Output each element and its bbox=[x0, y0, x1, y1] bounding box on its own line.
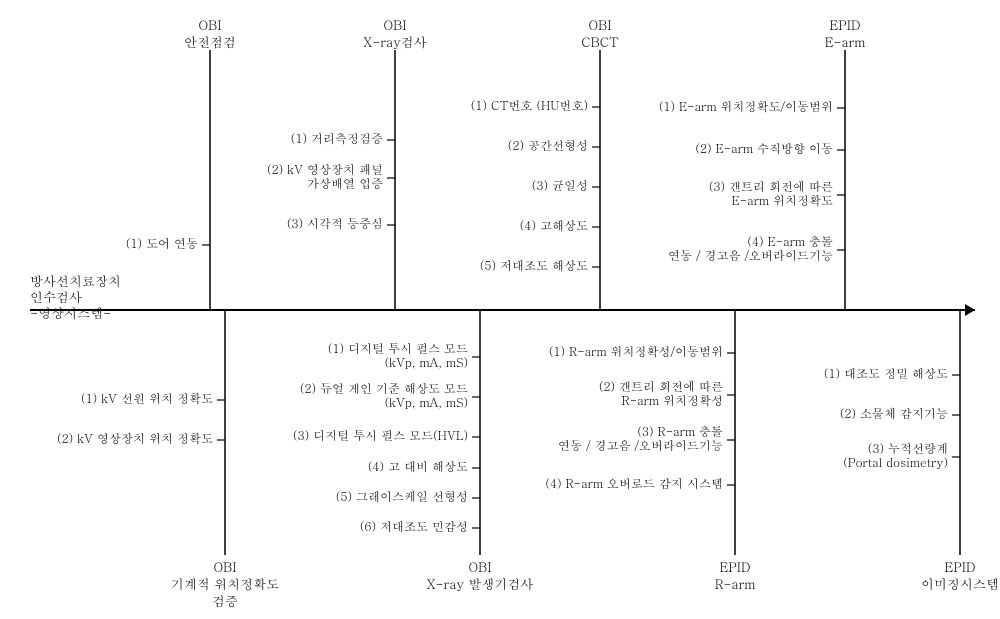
branch-title-obi-xray: X-ray검사 bbox=[363, 32, 426, 51]
branch-item-epid-rarm: R-arm 위치정확성 bbox=[622, 392, 723, 409]
branch-item-epid-earm: E-arm 위치정확도 bbox=[732, 192, 833, 209]
branch-item-obi-xray: (1) 거리측정검증 bbox=[291, 130, 383, 147]
branch-item-epid-earm: (2) E-arm 수직방향 이동 bbox=[695, 140, 833, 157]
fishbone-diagram: 방사선치료장치인수검사-영상시스템-OBI안전점검(1) 도어 연동OBIX-r… bbox=[0, 0, 1000, 619]
branch-item-epid-earm: 연동 / 경고음 /오버라이드기능 bbox=[668, 247, 833, 264]
branch-item-obi-xray-gen: (3) 디지털 투시 펄스 모드(HVL) bbox=[293, 427, 468, 444]
branch-item-obi-safety: (1) 도어 연동 bbox=[126, 235, 198, 252]
branch-item-epid-imaging: (Portal dosimetry) bbox=[843, 454, 948, 471]
branch-item-obi-cbct: (2) 공간선형성 bbox=[508, 137, 588, 154]
branch-item-obi-cbct: (1) CT번호 (HU번호) bbox=[471, 97, 588, 114]
branch-item-obi-xray-gen: (4) 고 대비 해상도 bbox=[368, 458, 468, 475]
branch-item-obi-cbct: (4) 고해상도 bbox=[520, 217, 588, 234]
axis-arrowhead-icon bbox=[965, 304, 975, 316]
branch-item-obi-mechanical: (1) kV 선원 위치 정확도 bbox=[81, 390, 213, 407]
branch-item-obi-xray: 가상배열 입증 bbox=[307, 175, 383, 192]
branch-title-epid-earm: E-arm bbox=[825, 32, 866, 51]
branch-item-epid-imaging: (1) 대조도 정밀 해상도 bbox=[824, 365, 948, 382]
branch-item-obi-xray-gen: (6) 저대조도 민감성 bbox=[360, 518, 468, 535]
branch-item-obi-mechanical: (2) kV 영상장치 위치 정확도 bbox=[57, 430, 213, 447]
branch-item-obi-cbct: (5) 저대조도 해상도 bbox=[480, 257, 588, 274]
branch-title-epid-imaging: 이미징시스템 bbox=[921, 574, 999, 593]
branch-item-obi-xray-gen: (kVp, mA, mS) bbox=[385, 394, 468, 411]
branch-title-obi-cbct: CBCT bbox=[581, 32, 619, 51]
branch-item-obi-xray-gen: (kVp, mA, mS) bbox=[385, 354, 468, 371]
root-label: -영상시스템- bbox=[30, 303, 111, 322]
branch-item-epid-earm: (1) E-arm 위치정확도/이동범위 bbox=[659, 98, 833, 115]
branch-title-obi-safety: 안전점검 bbox=[184, 32, 236, 51]
branch-item-epid-rarm: (1) R-arm 위치정확성/이동범위 bbox=[549, 343, 723, 360]
branch-item-obi-cbct: (3) 균일성 bbox=[532, 177, 588, 194]
branch-item-epid-rarm: (4) R-arm 오버로드 감지 시스템 bbox=[545, 475, 723, 492]
branch-item-epid-imaging: (2) 소물체 감지기능 bbox=[840, 405, 948, 422]
branch-item-obi-xray: (3) 시각적 등중심 bbox=[287, 215, 383, 232]
branch-title-obi-xray-gen: X-ray 발생기검사 bbox=[427, 574, 534, 593]
branch-item-obi-xray-gen: (5) 그레이스케일 선형성 bbox=[336, 488, 468, 505]
branch-item-epid-rarm: 연동 / 경고음 /오버라이드기능 bbox=[558, 437, 723, 454]
branch-title-obi-mechanical: 검증 bbox=[212, 591, 238, 610]
branch-title-epid-rarm: R-arm bbox=[715, 574, 756, 593]
